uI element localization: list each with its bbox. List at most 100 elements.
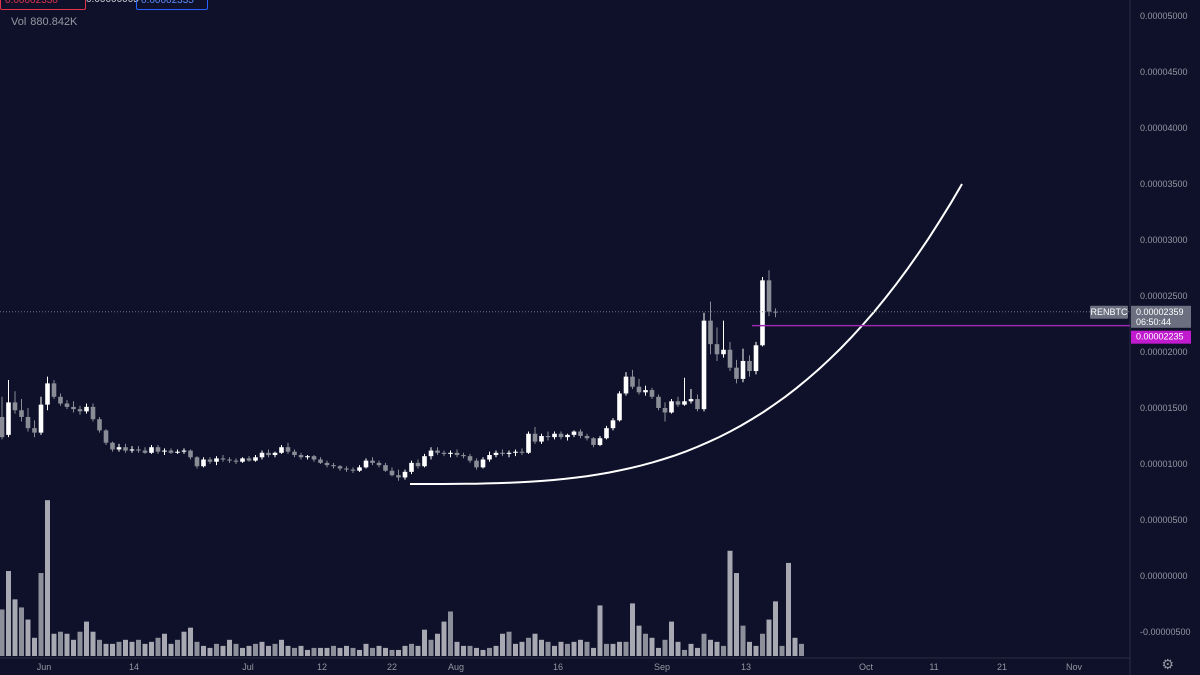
- candle-body: [428, 450, 434, 457]
- candle-body: [753, 345, 759, 372]
- candle-body: [370, 460, 375, 463]
- candle-body: [480, 459, 486, 468]
- x-tick-label: 21: [997, 662, 1007, 672]
- volume-bar: [760, 633, 765, 656]
- volume-legend: Vol 880.842K: [7, 16, 77, 28]
- candle-body: [721, 349, 726, 355]
- candle-body: [311, 456, 317, 460]
- volume-bar: [12, 599, 18, 656]
- current-price-badge: [1131, 305, 1191, 328]
- candle-body: [617, 393, 622, 421]
- volume-bar: [695, 647, 700, 656]
- x-tick-label: 16: [553, 662, 563, 672]
- y-tick-label: 0.00001000: [1140, 459, 1188, 469]
- volume-bar: [428, 639, 434, 656]
- volume-bar: [298, 645, 304, 656]
- volume-bar: [578, 639, 583, 656]
- x-tick-label: Nov: [1066, 662, 1083, 672]
- volume-bar: [467, 645, 473, 656]
- y-tick-label: 0.00002000: [1140, 347, 1188, 357]
- volume-bar: [526, 637, 531, 656]
- x-tick-label: Aug: [448, 662, 464, 672]
- candle-body: [675, 401, 681, 405]
- candle-body: [305, 456, 310, 458]
- volume-bar: [214, 643, 219, 656]
- volume-bar: [45, 500, 50, 656]
- volume-bar: [220, 645, 226, 656]
- volume-bar: [123, 639, 128, 656]
- volume-bar: [493, 645, 499, 656]
- volume-bar: [506, 631, 512, 656]
- candle-body: [656, 396, 661, 408]
- x-tick-label: Sep: [654, 662, 670, 672]
- volume-bar: [656, 647, 661, 656]
- candle-body: [441, 452, 447, 454]
- x-tick-label: Oct: [859, 662, 874, 672]
- volume-bar: [38, 573, 44, 656]
- candle-body: [32, 428, 37, 433]
- volume-bar: [643, 633, 648, 656]
- candle-body: [461, 455, 466, 457]
- candle-body: [129, 449, 135, 451]
- candle-body: [558, 433, 564, 438]
- candle-body: [344, 468, 349, 470]
- volume-bar: [727, 550, 733, 656]
- volume-bar: [773, 601, 778, 656]
- candle-body: [162, 450, 167, 452]
- candle-body: [409, 462, 414, 472]
- last-value: 0.00002335: [136, 0, 208, 10]
- candle-body: [246, 458, 252, 461]
- candle-body: [324, 462, 330, 466]
- volume-bar: [519, 641, 525, 656]
- volume-bar: [337, 647, 343, 656]
- volume-bar: [272, 643, 278, 656]
- candle-body: [194, 457, 200, 467]
- volume-bar: [636, 625, 642, 656]
- candle-body: [519, 451, 525, 453]
- volume-bar: [142, 643, 148, 656]
- volume-bar: [682, 649, 687, 656]
- settings-gear-icon[interactable]: ⚙: [1161, 656, 1174, 672]
- y-tick-label: 0.00000000: [1140, 571, 1188, 581]
- y-tick-label: 0.00003000: [1140, 235, 1188, 245]
- volume-bar: [779, 645, 785, 656]
- volume-bar: [116, 641, 122, 656]
- candle-body: [357, 467, 362, 471]
- candle-body: [331, 465, 336, 467]
- volume-bar: [552, 645, 557, 656]
- candle-body: [142, 450, 148, 453]
- support-price-label: 0.00002235: [1136, 332, 1184, 342]
- volume-bar: [168, 643, 174, 656]
- volume-bar: [207, 647, 213, 656]
- candle-body: [610, 420, 616, 429]
- candle-body: [38, 404, 44, 433]
- volume-bar: [344, 645, 349, 656]
- volume-bar: [571, 641, 577, 656]
- candle-body: [389, 470, 395, 476]
- candle-body: [688, 399, 694, 402]
- candle-body: [90, 406, 96, 420]
- volume-bar: [409, 643, 414, 656]
- volume-bar: [610, 643, 616, 656]
- volume-bar: [649, 637, 655, 656]
- candle-body: [64, 403, 70, 407]
- candle-body: [526, 433, 531, 453]
- candle-body: [318, 459, 323, 463]
- candle-body: [51, 383, 57, 397]
- y-tick-label: 0.00000500: [1140, 515, 1188, 525]
- x-tick-label: 14: [129, 662, 139, 672]
- candle-body: [220, 458, 226, 460]
- volume-bar: [19, 607, 24, 656]
- candle-body: [285, 447, 291, 452]
- candle-body: [84, 406, 89, 412]
- candle-body: [630, 376, 635, 387]
- candle-body: [376, 462, 382, 466]
- volume-bar: [734, 573, 739, 656]
- candle-body: [272, 452, 278, 456]
- candle-body: [298, 455, 304, 458]
- volume-bar: [415, 645, 421, 656]
- volume-bar: [84, 621, 89, 656]
- volume-bar: [591, 647, 596, 656]
- candle-body: [604, 428, 609, 439]
